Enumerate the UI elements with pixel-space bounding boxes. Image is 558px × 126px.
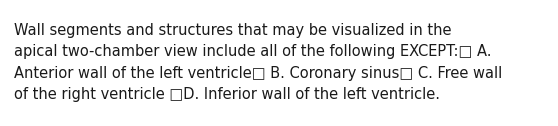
Text: Wall segments and structures that may be visualized in the
apical two-chamber vi: Wall segments and structures that may be… [14,23,502,102]
